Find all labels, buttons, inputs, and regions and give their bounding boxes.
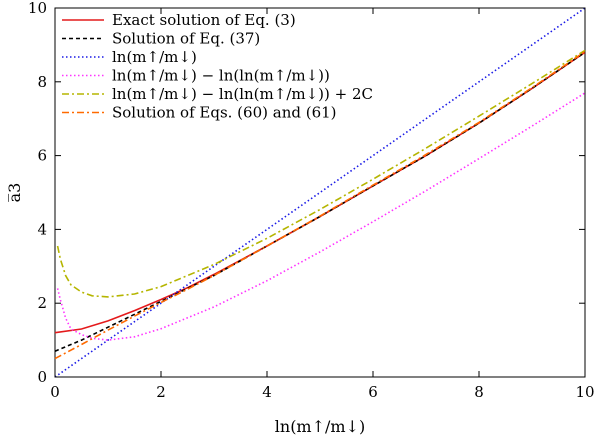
- y-axis-label: a̅3: [5, 183, 24, 203]
- legend-label-5: Solution of Eqs. (60) and (61): [112, 104, 337, 122]
- ticks-layer: 0 2 4 6 8 10 0 2 4 6 8 10: [28, 0, 595, 401]
- legend-label-3: ln(m↑/m↓) − ln(ln(m↑/m↓)): [112, 67, 330, 85]
- y-tick-label-2: 4: [37, 220, 47, 238]
- y-tick-label-3: 6: [37, 147, 47, 165]
- x-tick-label-3: 6: [368, 383, 378, 401]
- x-tick-label-1: 2: [156, 383, 166, 401]
- legend-label-0: Exact solution of Eq. (3): [112, 11, 296, 29]
- x-tick-label-5: 10: [575, 383, 594, 401]
- y-tick-label-1: 2: [37, 294, 47, 312]
- legend-label-1: Solution of Eq. (37): [112, 30, 260, 48]
- y-tick-label-4: 8: [37, 73, 47, 91]
- x-tick-label-0: 0: [50, 383, 60, 401]
- legend: Exact solution of Eq. (3)Solution of Eq.…: [62, 11, 373, 122]
- x-tick-label-2: 4: [262, 383, 272, 401]
- series-layer: [54, 7, 586, 378]
- y-tick-label-5: 10: [28, 0, 47, 17]
- legend-label-4: ln(m↑/m↓) − ln(ln(m↑/m↓)) + 2C: [112, 85, 373, 103]
- y-tick-label-0: 0: [37, 368, 47, 386]
- series-line-1: [54, 51, 586, 352]
- x-axis-label: ln(m↑/m↓): [275, 417, 365, 436]
- plot-frame: [54, 7, 586, 378]
- x-tick-label-4: 8: [474, 383, 484, 401]
- series-line-5: [54, 50, 586, 360]
- series-line-4: [56, 49, 586, 298]
- series-line-3: [56, 92, 586, 341]
- plot-border: [54, 7, 586, 378]
- legend-label-2: ln(m↑/m↓): [112, 48, 197, 66]
